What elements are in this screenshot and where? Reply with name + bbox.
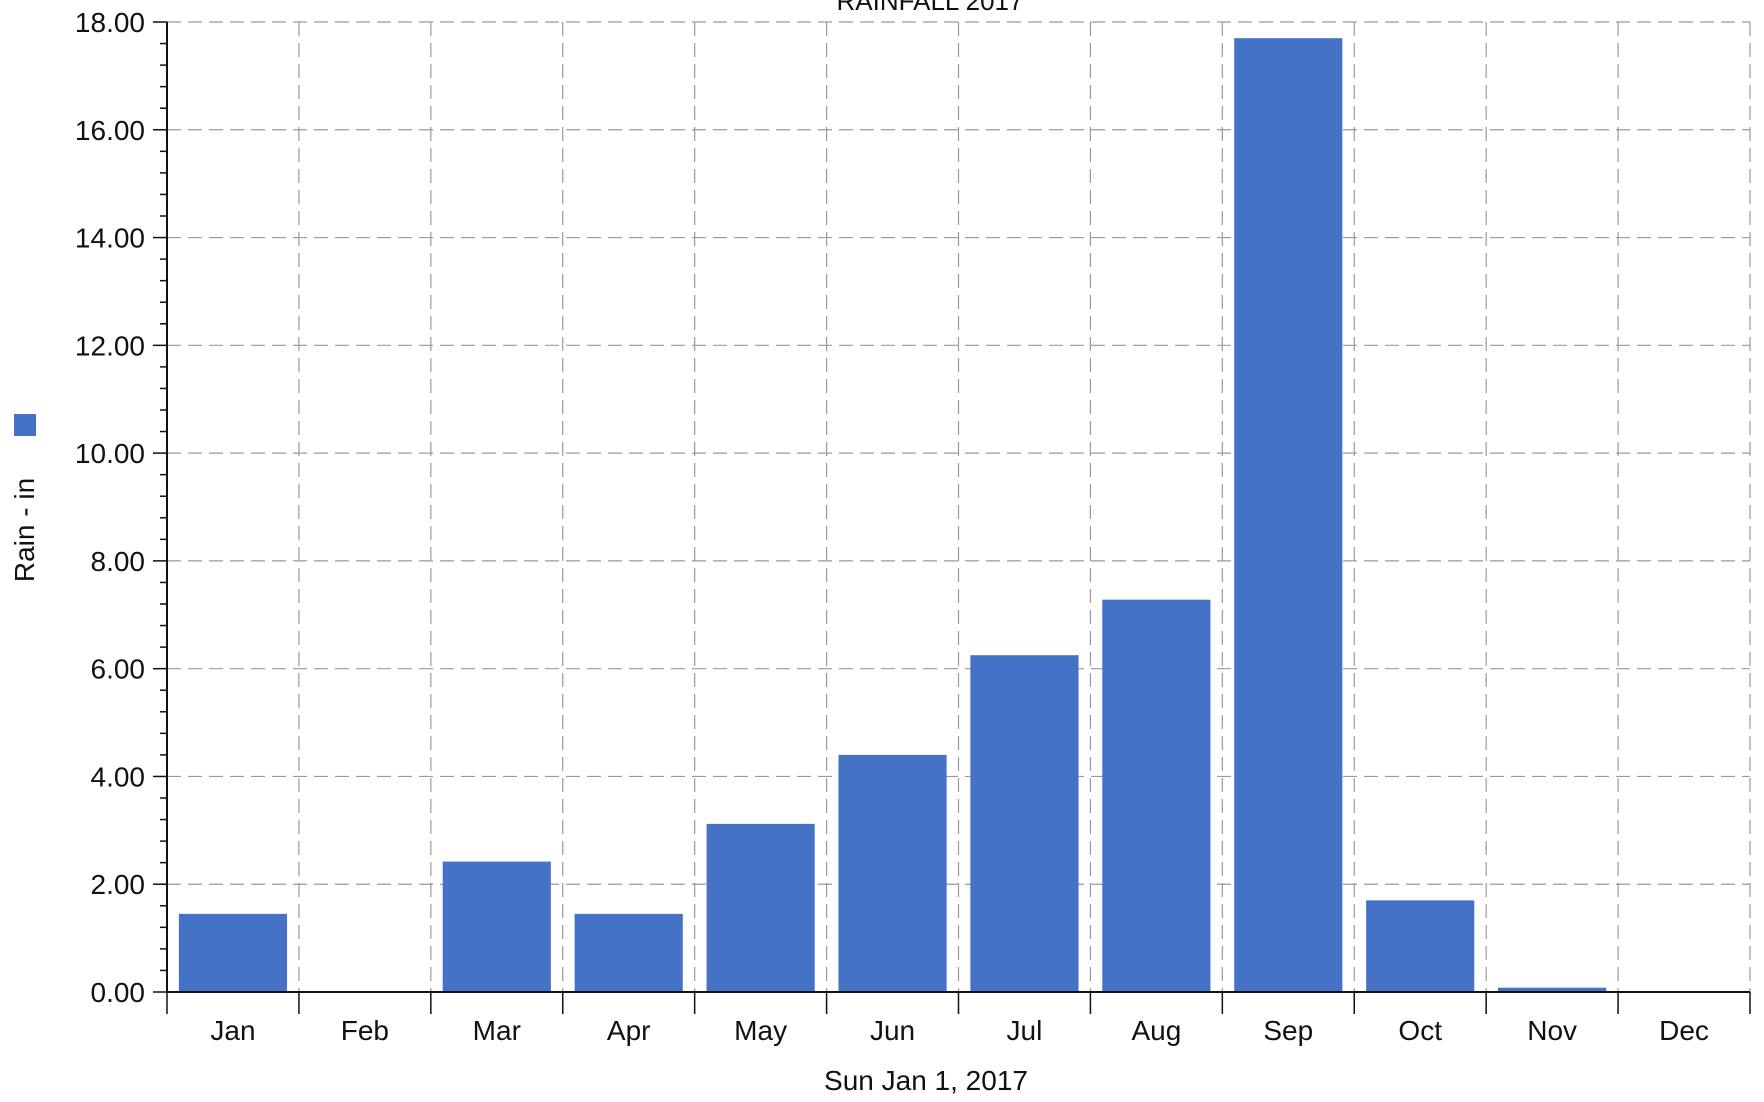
bar-nov	[1498, 987, 1607, 992]
x-tick-label: Jun	[870, 1015, 915, 1046]
y-tick-label: 2.00	[91, 869, 146, 900]
x-tick-label: Nov	[1527, 1015, 1577, 1046]
x-tick-label: Oct	[1398, 1015, 1442, 1046]
x-tick-label: Sep	[1263, 1015, 1313, 1046]
bar-apr	[574, 913, 683, 992]
x-tick-label: Jan	[210, 1015, 255, 1046]
y-tick-label: 14.00	[75, 223, 145, 254]
bar-jul	[970, 655, 1079, 992]
bar-mar	[442, 861, 551, 992]
x-tick-label: Jul	[1007, 1015, 1043, 1046]
x-tick-label: May	[734, 1015, 787, 1046]
y-tick-label: 4.00	[91, 761, 146, 792]
y-tick-labels: 0.00 2.00 4.00 6.00 8.00 10.00 12.00 14.00 16.00…	[75, 7, 145, 1008]
bar-jun	[838, 754, 947, 992]
bar-oct	[1366, 900, 1475, 992]
grid-lines	[167, 21, 1751, 992]
y-tick-label: 18.00	[75, 7, 145, 38]
y-tick-label: 6.00	[91, 654, 146, 685]
y-tick-label: 0.00	[91, 977, 146, 1008]
x-tick-label: Apr	[607, 1015, 651, 1046]
axes	[153, 21, 1751, 1014]
x-tick-label: Aug	[1131, 1015, 1181, 1046]
bar-sep	[1234, 38, 1343, 992]
x-tick-label: Mar	[473, 1015, 521, 1046]
x-axis-label: Sun Jan 1, 2017	[824, 1065, 1028, 1096]
x-tick-label: Feb	[341, 1015, 389, 1046]
y-tick-label: 12.00	[75, 330, 145, 361]
bars	[178, 38, 1607, 992]
x-tick-labels: Jan Feb Mar Apr May Jun Jul Aug Sep Oct Nov Dec	[210, 1015, 1709, 1046]
chart-title: RAINFALL 2017	[837, 0, 1024, 16]
x-tick-label: Dec	[1659, 1015, 1709, 1046]
bar-aug	[1102, 599, 1211, 992]
y-tick-label: 10.00	[75, 438, 145, 469]
y-tick-label: 16.00	[75, 115, 145, 146]
y-axis-label: Rain - in	[9, 478, 40, 582]
bar-may	[706, 823, 815, 992]
legend-swatch	[14, 414, 36, 436]
y-tick-label: 8.00	[91, 546, 146, 577]
bar-jan	[178, 913, 288, 992]
